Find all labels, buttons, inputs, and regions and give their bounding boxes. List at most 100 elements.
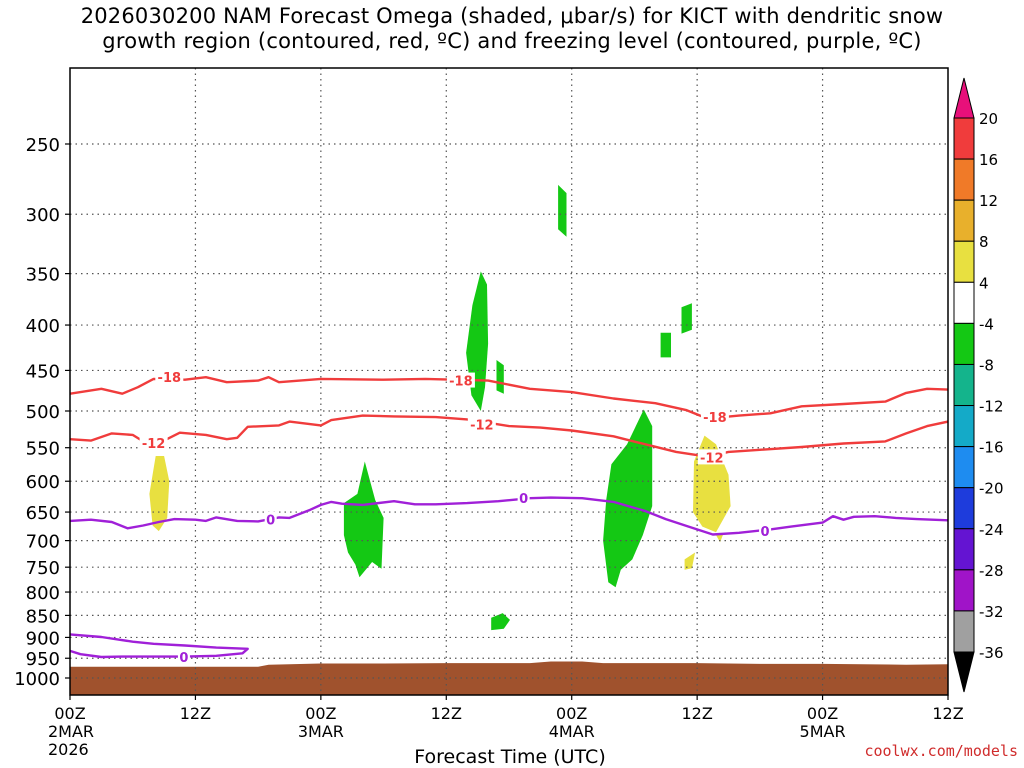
omega-region-8 [681, 303, 692, 334]
ground-surface [70, 661, 948, 695]
contour-label-0-upper-1: 0 [266, 514, 275, 529]
omega-shading-layer [149, 184, 731, 631]
y-tick-label-1000: 1000 [14, 669, 60, 690]
colorbar-bin-12 [953, 569, 975, 612]
colorbar-label-9: -16 [979, 439, 1004, 457]
y-tick-label-650: 650 [26, 503, 60, 524]
colorbar-label-5: 4 [979, 274, 989, 292]
gridlines-layer [70, 68, 948, 695]
omega-region-4 [343, 461, 384, 578]
omega-region-2 [558, 184, 567, 237]
x-tick-label-72-2: 5MAR [800, 722, 846, 741]
omega-region-6 [491, 613, 510, 631]
colorbar-bottom-arrow [953, 651, 975, 693]
omega-region-12 [716, 533, 724, 543]
contour--12 [70, 414, 948, 458]
colorbar-label-7: -8 [979, 356, 994, 374]
y-tick-label-300: 300 [26, 205, 60, 226]
plot-frame [69, 67, 949, 696]
contour-label-bg-0-lower-1 [177, 649, 190, 665]
contour-0-lower [70, 633, 249, 659]
contour-label-0-upper-2: 0 [519, 492, 528, 507]
y-tick-label-250: 250 [26, 135, 60, 156]
y-tick-label-550: 550 [26, 439, 60, 460]
contour-label-bg--12-2 [467, 416, 496, 432]
contour-label-bg--18-1 [155, 369, 184, 385]
colorbar-bin-6 [953, 322, 975, 365]
colorbar-label-8: -12 [979, 398, 1004, 416]
y-tick-label-850: 850 [26, 606, 60, 627]
colorbar-bin-8 [953, 405, 975, 448]
colorbar-label-11: -24 [979, 521, 1004, 539]
colorbar-bin-13 [953, 610, 975, 653]
x-tick-label-12-1: 12Z [180, 704, 211, 723]
contour-0-upper [70, 496, 948, 536]
colorbar-label-13: -32 [979, 603, 1004, 621]
colorbar: 20 16 12 8 4 -4 -8 -12 -16 -20 -24 -28 -32 -36 [953, 77, 1004, 693]
y-tick-label-700: 700 [26, 532, 60, 553]
x-tick-label-36-1: 12Z [431, 704, 462, 723]
contour-label--18-1: -18 [158, 371, 182, 386]
contour-label--18-3: -18 [703, 411, 727, 426]
x-tick-label-84-1: 12Z [932, 704, 963, 723]
contours-layer: -18 -18 -18 -12 -12 -12 0 0 0 0 [70, 369, 948, 666]
y-tick-label-350: 350 [26, 265, 60, 286]
y-tick-label-500: 500 [26, 402, 60, 423]
credit-text: coolwx.com/models [864, 742, 1018, 760]
colorbar-label-4: 8 [979, 233, 989, 251]
x-tick-label-0-1: 00Z [54, 704, 85, 723]
x-tick-label-0-2: 2MAR [48, 722, 94, 741]
colorbar-bin-2 [953, 158, 975, 201]
contour-label-bg--18-3 [700, 409, 729, 425]
contour-label--18-2: -18 [449, 375, 473, 390]
y-tick-label-950: 950 [26, 649, 60, 670]
chart-title-line-2: growth region (contoured, red, ºC) and f… [102, 29, 922, 53]
surface-layer [70, 661, 948, 695]
colorbar-bin-10 [953, 487, 975, 530]
y-tick-label-900: 900 [26, 628, 60, 649]
contour-label-bg--12-3 [697, 449, 726, 465]
colorbar-bin-5 [953, 281, 975, 324]
omega-region-11 [684, 552, 696, 570]
omega-region-7 [660, 332, 671, 358]
colorbar-label-6: -4 [979, 315, 994, 333]
contour-label-0-lower-1: 0 [179, 651, 188, 666]
y-tick-label-400: 400 [26, 316, 60, 337]
colorbar-label-2: 16 [979, 151, 998, 169]
colorbar-label-1: 20 [979, 110, 998, 128]
x-tick-label-60-1: 12Z [681, 704, 712, 723]
colorbar-bin-1 [953, 117, 975, 160]
colorbar-label-10: -20 [979, 480, 1004, 498]
x-axis-label: Forecast Time (UTC) [414, 746, 606, 768]
y-tick-label-800: 800 [26, 583, 60, 604]
contour-label-bg-0-upper-1 [264, 511, 277, 527]
colorbar-label-3: 12 [979, 192, 998, 210]
chart-title: 2026030200 NAM Forecast Omega (shaded, μ… [0, 4, 1024, 54]
contour-label-0-upper-3: 0 [761, 525, 770, 540]
x-tick-label-24-2: 3MAR [298, 722, 344, 741]
x-tick-label-72-1: 00Z [807, 704, 838, 723]
colorbar-label-14: -36 [979, 644, 1004, 662]
contour-label-bg-0-upper-3 [759, 523, 772, 539]
x-tick-label-0-3: 2026 [48, 740, 89, 759]
colorbar-bin-3 [953, 199, 975, 242]
omega-region-5 [603, 409, 653, 588]
contour-label-bg--18-2 [446, 372, 475, 388]
axes-layer: 2503003504004505005506006507007508008509… [14, 67, 964, 759]
contour--18 [70, 376, 948, 420]
colorbar-bin-9 [953, 446, 975, 489]
omega-region-1 [466, 271, 489, 411]
x-tick-label-48-1: 00Z [556, 704, 587, 723]
contour-label-bg--12-1 [139, 434, 168, 450]
colorbar-bin-7 [953, 363, 975, 407]
y-tick-label-600: 600 [26, 472, 60, 493]
colorbar-top-arrow [953, 77, 975, 119]
colorbar-bin-11 [953, 528, 975, 571]
x-tick-label-24-1: 00Z [305, 704, 336, 723]
x-tick-label-48-2: 4MAR [549, 722, 595, 741]
colorbar-label-12: -28 [979, 562, 1004, 580]
contour-label--12-1: -12 [142, 437, 166, 452]
y-tick-label-750: 750 [26, 558, 60, 579]
y-tick-label-450: 450 [26, 361, 60, 382]
